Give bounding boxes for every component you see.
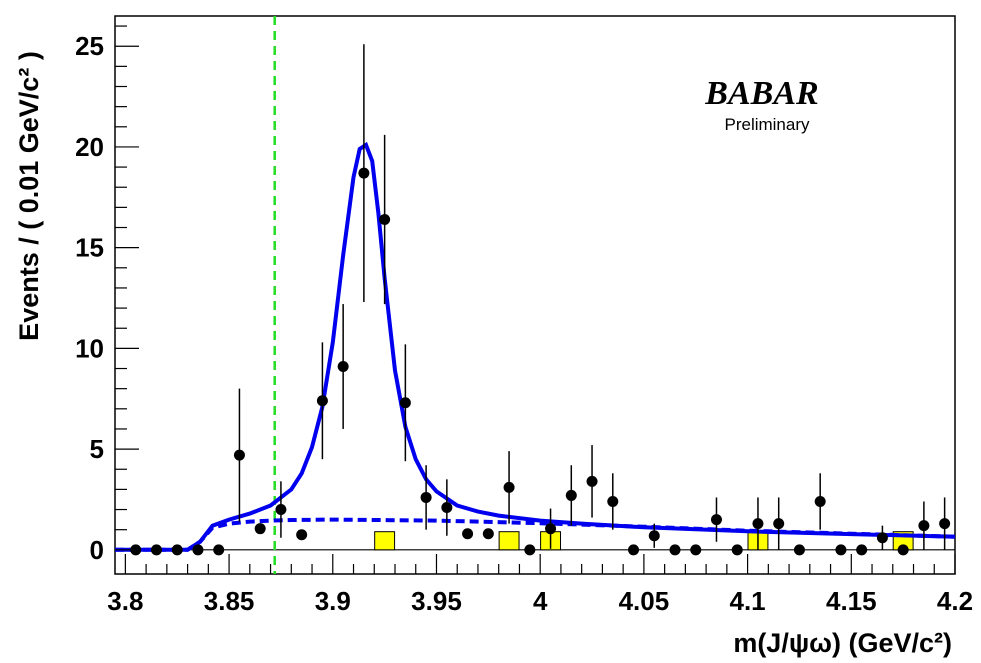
y-tick-label: 20	[75, 132, 104, 162]
data-point	[399, 397, 411, 409]
total-fit-curve	[115, 141, 956, 552]
data-point	[669, 544, 681, 556]
data-point	[731, 544, 743, 556]
data-point	[254, 523, 266, 535]
data-point	[275, 504, 287, 516]
data-point	[586, 475, 598, 487]
data-point	[628, 544, 640, 556]
axis-ticks	[115, 25, 956, 574]
data-point	[752, 518, 764, 530]
data-point	[565, 489, 577, 501]
data-point	[171, 544, 183, 556]
x-tick-label: 4.2	[937, 586, 973, 616]
x-tick-label: 4.15	[826, 586, 877, 616]
x-axis-title: m(J/ψω) (GeV/c²)	[733, 628, 952, 658]
data-point	[462, 528, 474, 540]
data-point	[814, 495, 826, 507]
data-point	[710, 514, 722, 526]
x-tick-label: 4	[533, 586, 548, 616]
tick-labels: 3.8 3.85 3.9 3.95 4 4.05 4.1 4.15 4.2 0 5 10 15 20 25	[75, 31, 973, 616]
data-point	[897, 544, 909, 556]
y-tick-label: 25	[75, 31, 104, 61]
x-tick-label: 3.9	[315, 586, 351, 616]
y-tick-label: 10	[75, 333, 104, 363]
y-tick-label: 15	[75, 233, 104, 263]
y-axis-title: Events / ( 0.01 GeV/c² )	[14, 51, 44, 341]
x-tick-label: 4.05	[619, 586, 670, 616]
data-point	[358, 167, 370, 179]
data-point	[835, 544, 847, 556]
data-point	[316, 395, 328, 407]
data-point	[607, 495, 619, 507]
x-tick-label: 3.8	[107, 586, 143, 616]
data-point	[337, 361, 349, 373]
data-point	[918, 520, 930, 532]
data-point	[690, 544, 702, 556]
data-point	[503, 481, 515, 493]
data-point	[648, 530, 660, 542]
data-point	[856, 544, 868, 556]
data-points	[130, 44, 951, 556]
data-point	[773, 518, 785, 530]
plot-frame	[114, 15, 956, 575]
y-tick-label: 0	[90, 535, 104, 565]
babar-logo: BABAR	[704, 75, 818, 112]
preliminary-label: Preliminary	[724, 115, 810, 134]
data-point	[296, 529, 308, 541]
data-point	[379, 213, 391, 225]
x-tick-label: 3.85	[204, 586, 255, 616]
data-point	[482, 528, 494, 540]
data-point	[213, 544, 225, 556]
x-tick-label: 3.95	[411, 586, 462, 616]
data-point	[441, 502, 453, 514]
data-point	[524, 544, 536, 556]
background-box	[498, 531, 520, 551]
y-tick-label: 5	[90, 434, 104, 464]
x-tick-label: 4.1	[730, 586, 766, 616]
data-point	[876, 532, 888, 544]
background-box	[374, 531, 396, 551]
data-point	[150, 544, 162, 556]
data-point	[545, 523, 557, 535]
data-point	[420, 491, 432, 503]
data-point	[192, 544, 204, 556]
data-point	[939, 518, 951, 530]
data-point	[233, 449, 245, 461]
data-point	[793, 544, 805, 556]
